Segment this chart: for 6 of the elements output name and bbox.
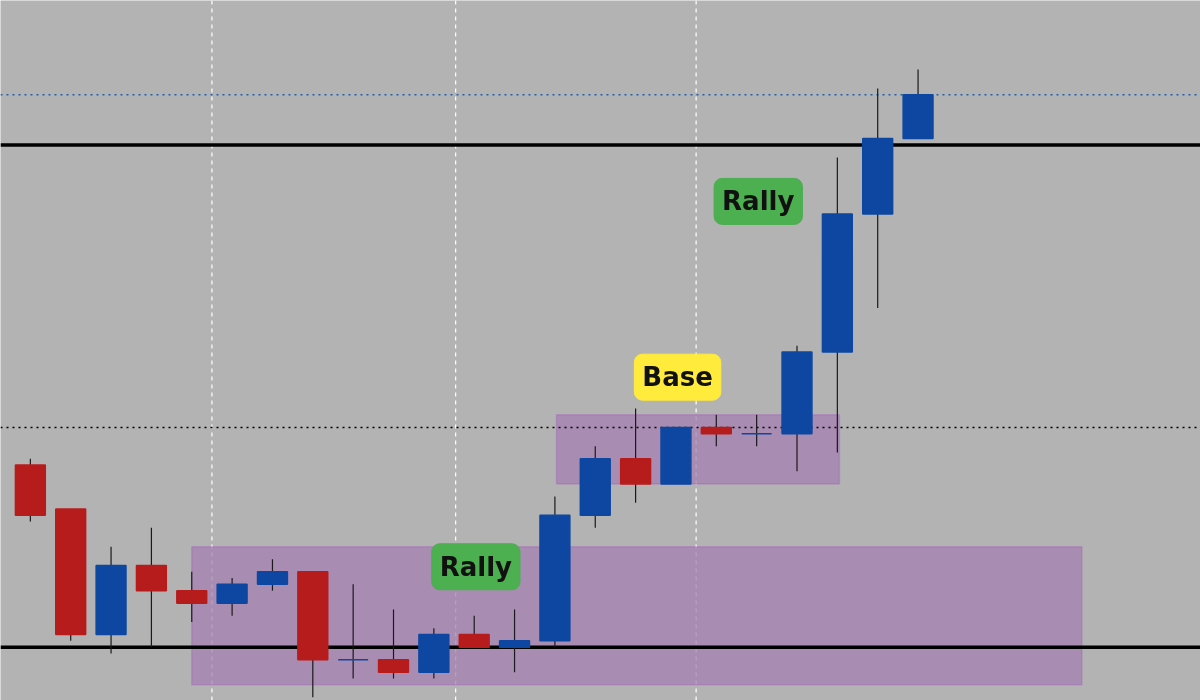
candlestick xyxy=(498,608,531,673)
annotation: Rally xyxy=(439,551,513,582)
annotation: Base xyxy=(642,362,713,393)
annotation: Rally xyxy=(722,186,795,217)
candlestick xyxy=(740,414,773,447)
candlestick xyxy=(337,583,369,680)
